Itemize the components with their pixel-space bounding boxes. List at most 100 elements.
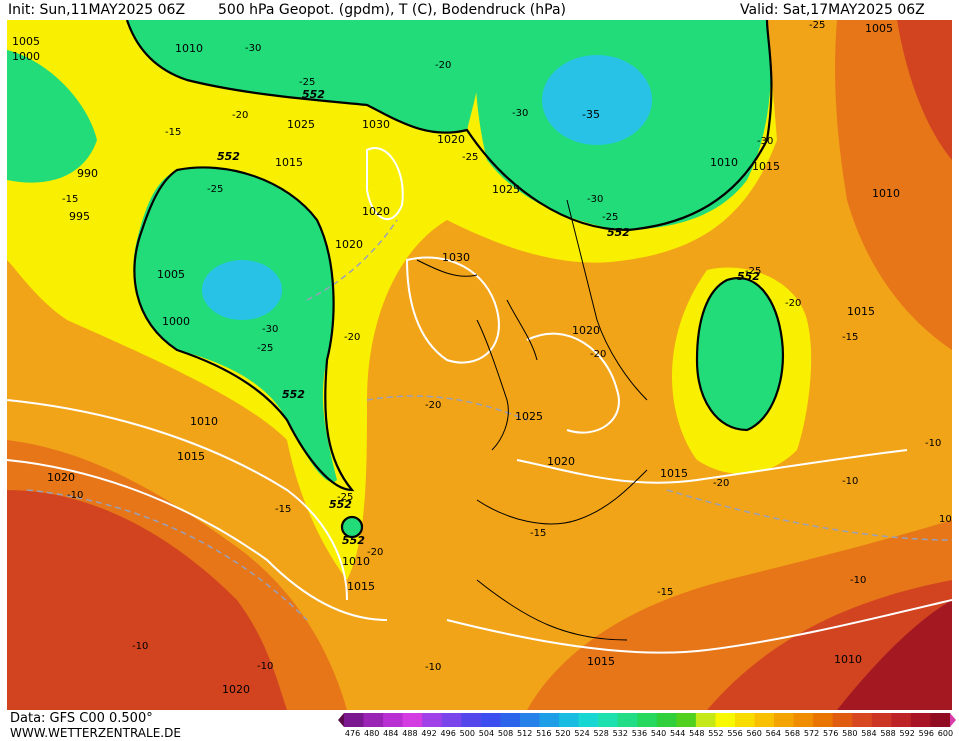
legend-swatch [617,713,638,727]
temp-label: -20 [713,478,729,489]
legend-swatch [363,713,384,727]
legend-swatch [676,713,697,727]
hot-area-northeast [897,20,952,160]
temp-label: -10 [132,641,148,652]
temp-label: -25 [809,20,825,31]
legend-swatch [774,713,795,727]
legend-swatch [891,713,912,727]
isobar-label: 1010 [190,415,218,428]
legend-tick-label: 500 [459,729,475,738]
temp-label: -15 [275,504,291,515]
very-hot-area-southeast [837,600,952,710]
legend-swatch [344,713,365,727]
legend-swatch [578,713,599,727]
legend-swatch [813,713,834,727]
isobar-label: 1010 [872,187,900,200]
legend-swatch [559,713,580,727]
isobar-label: 1020 [362,205,390,218]
legend-tick-label: 600 [937,729,954,738]
legend-tick-label: 476 [344,729,361,738]
temp-label: -10 [850,575,866,586]
map-header: Init: Sun,11MAY2025 06Z 500 hPa Geopot. … [0,0,959,20]
hot-area-southwest [7,490,287,710]
temp-label: -20 [344,332,360,343]
legend-swatch [754,713,775,727]
temp-label: -25 [745,266,761,277]
isobar-label: 1015 [752,160,780,173]
legend-tick-label: 520 [555,729,571,738]
isobar-label: 1030 [362,118,390,131]
temp-label: -10 [425,662,441,673]
temp-label: -30 [262,324,278,335]
temp-label: -20 [785,298,801,309]
color-legend-ticks: 476 480 484 488 492 496 500 504 508 512 516 520 524 5… [343,729,955,740]
legend-tick-label: 548 [689,729,705,738]
legend-swatch [852,713,873,727]
isobar-label: 1000 [12,50,40,63]
legend-tick-label: 588 [880,729,896,738]
isobar-label: 1015 [275,156,303,169]
isobar-label: 1010 [342,555,370,568]
isobar-label: 995 [69,210,90,223]
legend-swatch [832,713,853,727]
legend-swatch [500,713,521,727]
legend-tick-label: 540 [650,729,667,738]
legend-swatch [793,713,814,727]
temp-label: -20 [367,547,383,558]
legend-tick-label: 480 [364,729,380,738]
temp-label: -15 [62,194,78,205]
data-source: Data: GFS C00 0.500° [10,711,153,726]
color-legend-bar [338,713,956,727]
temp-label: -25 [462,152,478,163]
temp-label: -20 [590,349,606,360]
legend-tick-label: 532 [612,729,628,738]
isobar-label: 1010 [710,156,738,169]
legend-tick-label: 596 [918,729,934,738]
legend-tick-label: 556 [727,729,743,738]
isobar-label: 1000 [162,315,190,328]
isobar-label: 1020 [335,238,363,251]
legend-swatch [637,713,658,727]
legend-swatch [871,713,892,727]
temp-label: -10 [842,476,858,487]
temp-label: -30 [512,108,528,119]
temperature-labels: -30 -25 -20 -15 -15 -25 -20 -30 -25 -30 … [62,20,952,673]
legend-swatch [480,713,501,727]
geopotential-label: 552 [217,150,240,163]
legend-tick-label: 580 [842,729,858,738]
temp-label: -30 [757,136,773,147]
temp-label: -25 [602,212,618,223]
isobar-label: 1025 [515,410,543,423]
isobar-label: 1005 [12,35,40,48]
geopotential-contour [125,20,784,539]
isobar-label: 1025 [492,183,520,196]
geopotential-label: 552 [302,88,325,101]
legend-swatch [656,713,677,727]
legend-tick-label: 572 [803,729,820,738]
geopotential-label: 552 [607,226,630,239]
temp-label: -20 [435,60,451,71]
coastlines [416,199,648,641]
temp-label: -20 [232,110,248,121]
temp-label: -20 [425,400,441,411]
temp-label: -30 [587,194,603,205]
legend-arrow-right [950,713,956,727]
isobar-label: 1010 [175,42,203,55]
trough-greenland [127,20,482,133]
temp-label: -10 [925,438,941,449]
trough-atlantic [133,167,337,482]
legend-swatch [715,713,736,727]
legend-swatch [441,713,462,727]
isobar-label: 1015 [587,655,615,668]
temperature-contours [26,219,952,621]
legend-tick-label: 484 [383,729,399,738]
legend-swatch [402,713,423,727]
legend-tick-label: 552 [708,729,724,738]
isobar-label: 1015 [177,450,205,463]
temp-label: -15 [657,587,673,598]
legend-tick-label: 504 [478,729,495,738]
legend-tick-label: 528 [593,729,609,738]
temp-label: -10 [257,661,273,672]
temp-label: -25 [337,492,353,503]
temp-label: -10 [67,490,83,501]
